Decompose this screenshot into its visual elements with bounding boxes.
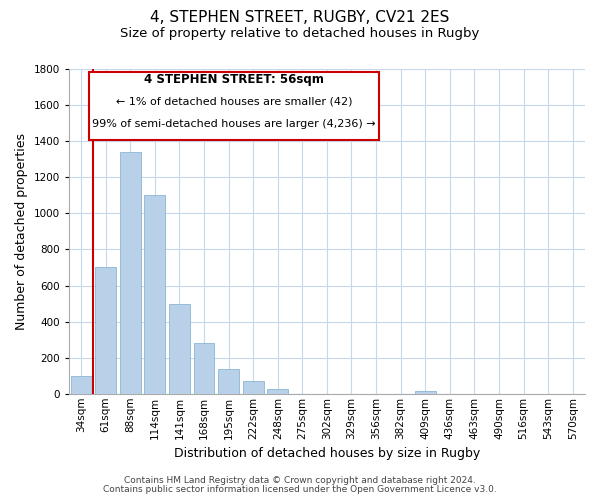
X-axis label: Distribution of detached houses by size in Rugby: Distribution of detached houses by size …	[174, 447, 480, 460]
Text: Contains public sector information licensed under the Open Government Licence v3: Contains public sector information licen…	[103, 485, 497, 494]
Text: ← 1% of detached houses are smaller (42): ← 1% of detached houses are smaller (42)	[116, 96, 352, 106]
Text: Contains HM Land Registry data © Crown copyright and database right 2024.: Contains HM Land Registry data © Crown c…	[124, 476, 476, 485]
Bar	[120, 152, 141, 394]
Bar	[218, 368, 239, 394]
Text: 4, STEPHEN STREET, RUGBY, CV21 2ES: 4, STEPHEN STREET, RUGBY, CV21 2ES	[151, 10, 449, 25]
Bar	[145, 196, 166, 394]
Bar	[95, 268, 116, 394]
Bar	[71, 376, 92, 394]
Text: 4 STEPHEN STREET: 56sqm: 4 STEPHEN STREET: 56sqm	[144, 74, 324, 86]
Bar	[243, 381, 263, 394]
Y-axis label: Number of detached properties: Number of detached properties	[15, 133, 28, 330]
Text: 99% of semi-detached houses are larger (4,236) →: 99% of semi-detached houses are larger (…	[92, 119, 376, 129]
Text: Size of property relative to detached houses in Rugby: Size of property relative to detached ho…	[121, 28, 479, 40]
Bar	[194, 343, 214, 394]
Bar	[268, 390, 288, 394]
Bar	[415, 391, 436, 394]
Bar	[169, 304, 190, 394]
